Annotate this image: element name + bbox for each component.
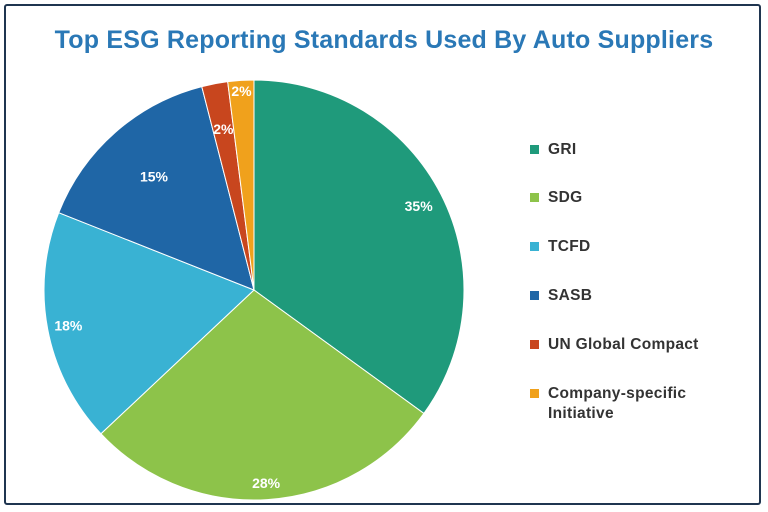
pie-slices — [43, 79, 465, 501]
legend-swatch — [530, 242, 539, 251]
legend-label: TCFD — [548, 238, 591, 255]
data-label-sdg: 28% — [252, 475, 281, 491]
data-label-gri: 35% — [405, 198, 434, 214]
legend-swatch — [530, 340, 539, 349]
pie-slice-tcfd — [43, 212, 255, 435]
pie-data-labels: 35% 28% 18% 15% 2% 2% — [54, 83, 433, 491]
legend-label: UN Global Compact — [548, 336, 699, 353]
legend-item-un-global-compact: UN Global Compact — [530, 335, 699, 355]
legend-label: GRI — [548, 141, 577, 158]
legend-item-company-specific-initiative: Company-specific Initiative — [530, 384, 718, 424]
pie-slice-sdg — [100, 289, 425, 501]
data-label-tcfd: 18% — [54, 317, 83, 333]
chart-title: Top ESG Reporting Standards Used By Auto… — [54, 26, 714, 54]
legend-swatch — [530, 145, 539, 154]
legend-label: Company-specific Initiative — [548, 385, 687, 422]
pie-slice-company-specific-initiative — [227, 79, 255, 291]
legend-item-sasb: SASB — [530, 286, 592, 306]
pie-slice-gri — [253, 79, 465, 415]
legend-swatch — [530, 389, 539, 398]
data-label-un-global-compact: 2% — [213, 121, 234, 137]
legend-label: SASB — [548, 287, 593, 304]
legend-label: SDG — [548, 189, 583, 206]
legend-item-sdg: SDG — [530, 188, 583, 208]
legend-swatch — [530, 291, 539, 300]
legend-item-tcfd: TCFD — [530, 237, 591, 257]
data-label-sasb: 15% — [140, 169, 169, 185]
data-label-company-specific-initiative: 2% — [231, 83, 252, 99]
pie-slice-sasb — [58, 85, 255, 291]
legend-swatch — [530, 193, 539, 202]
legend-item-gri: GRI — [530, 140, 576, 160]
